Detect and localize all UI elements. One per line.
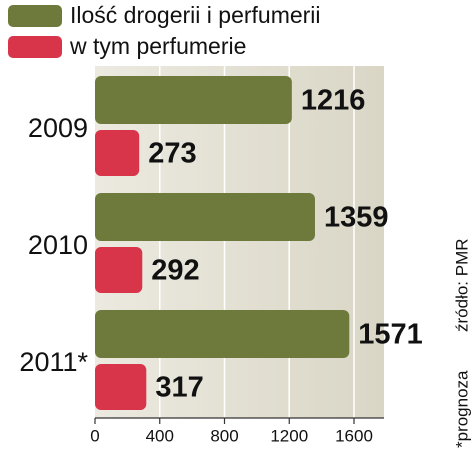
value-label: 317 — [155, 372, 203, 404]
legend-swatch — [8, 36, 62, 58]
legend-label: Ilość drogerii i perfumerii — [70, 2, 321, 28]
x-tick-label: 0 — [90, 426, 99, 445]
plot-background — [95, 66, 384, 418]
source-note: źródło: PMR — [452, 238, 471, 332]
bar — [95, 310, 350, 358]
footnote: *prognoza — [452, 370, 471, 448]
y-tick-label: 2009 — [28, 113, 88, 143]
bar — [95, 247, 143, 293]
value-label: 292 — [151, 255, 199, 287]
x-tick-label: 400 — [146, 426, 174, 445]
x-tick-label: 1200 — [270, 426, 308, 445]
x-tick-label: 800 — [210, 426, 238, 445]
bar — [95, 76, 292, 124]
y-tick-label: 2010 — [28, 230, 88, 260]
legend-swatch — [8, 5, 62, 27]
value-label: 1571 — [358, 319, 423, 351]
bar — [95, 364, 147, 410]
value-label: 1216 — [301, 85, 366, 117]
bar — [95, 193, 315, 241]
value-label: 1359 — [324, 202, 389, 234]
x-tick-label: 1600 — [335, 426, 373, 445]
legend-label: w tym perfumerie — [69, 33, 246, 59]
value-label: 273 — [148, 138, 196, 170]
bar — [95, 130, 140, 176]
y-tick-label: 2011* — [19, 347, 88, 377]
